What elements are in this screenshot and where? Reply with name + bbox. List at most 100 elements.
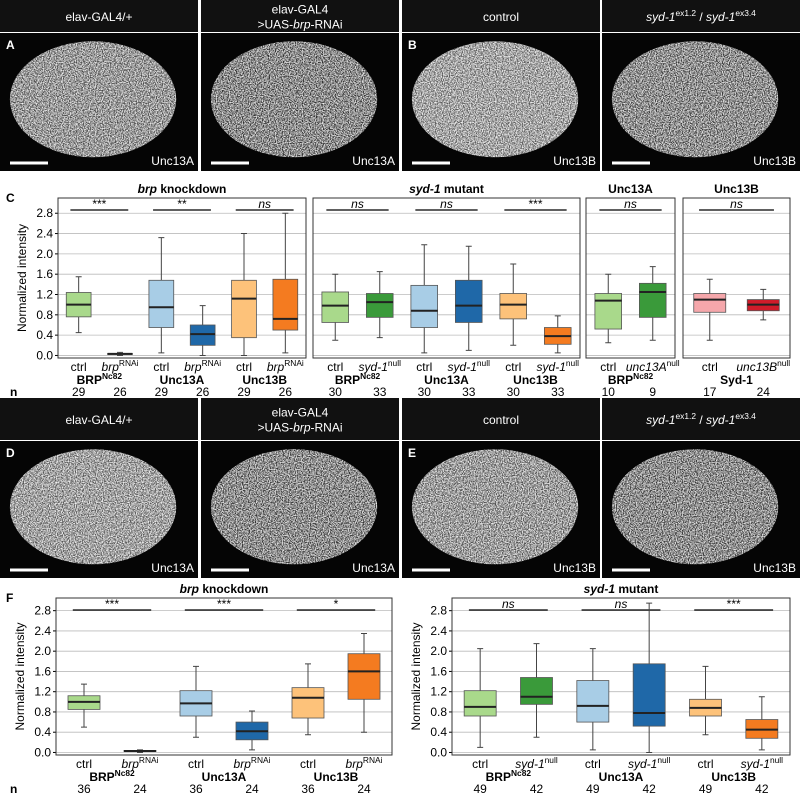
text-segment: BRP — [89, 770, 114, 784]
chart-title: syd-1 mutant — [584, 582, 659, 596]
box — [639, 282, 667, 318]
panel-letter: A — [6, 38, 15, 52]
text-segment: brp — [102, 360, 120, 374]
text-segment: Unc13B — [513, 373, 558, 387]
n-value: 49 — [699, 782, 713, 795]
text-segment: RNAi — [284, 358, 304, 368]
text-segment: Unc13A — [160, 373, 205, 387]
n-value: 36 — [189, 782, 203, 795]
significance-label: *** — [217, 597, 231, 611]
plot-frame — [682, 197, 791, 359]
text-segment: syd-1 — [537, 360, 566, 374]
x-tick-label: syd-1null — [741, 755, 784, 771]
y-tick-label: 1.6 — [34, 664, 51, 678]
stain-label: Unc13A — [352, 154, 395, 168]
n-label: n — [10, 385, 17, 399]
text-segment: ctrl — [300, 757, 316, 771]
text-segment: ctrl — [76, 757, 92, 771]
text-segment: / — [696, 413, 706, 427]
n-value: 33 — [462, 385, 476, 399]
n-value: 33 — [373, 385, 387, 399]
x-tick-label: brpRNAi — [184, 358, 221, 374]
text-segment: -RNAi — [311, 18, 343, 32]
chart-title: Unc13A — [608, 182, 653, 196]
tissue — [611, 449, 779, 565]
box — [576, 680, 610, 723]
box — [272, 278, 299, 331]
n-value: 49 — [473, 782, 487, 795]
text-segment: Unc13B — [242, 373, 287, 387]
group-label: Unc13B — [242, 373, 287, 387]
significance-label: ns — [615, 597, 628, 611]
box — [463, 690, 497, 717]
group-label: BRPNc82 — [608, 371, 654, 387]
x-tick-label: unc13Bnull — [736, 358, 790, 374]
x-tick-label: ctrl — [71, 360, 87, 374]
x-tick-label: brpRNAi — [234, 755, 271, 771]
text-segment: ctrl — [327, 360, 343, 374]
y-tick-label: 0.0 — [430, 745, 447, 759]
header-bar — [201, 0, 399, 32]
text-segment: ctrl — [600, 360, 616, 374]
significance-label: *** — [92, 197, 106, 211]
panel-letter: D — [6, 446, 15, 460]
tissue — [210, 449, 378, 565]
x-tick-label: unc13Anull — [626, 358, 680, 374]
text-segment: null — [777, 358, 790, 368]
y-tick-label: 0.4 — [34, 725, 51, 739]
tissue — [210, 41, 378, 158]
panel-header: elav-GAL4/+ — [65, 413, 132, 427]
y-tick-label: 1.6 — [430, 664, 447, 678]
text-segment: Unc13B — [714, 182, 759, 196]
text-segment: ctrl — [236, 360, 252, 374]
significance-label: *** — [105, 597, 119, 611]
panel-header: >UAS-brp-RNAi — [257, 421, 342, 435]
text-segment: RNAi — [202, 358, 222, 368]
text-segment: elav-GAL4 — [272, 406, 329, 420]
panel-header: elav-GAL4 — [272, 406, 329, 420]
n-value: 26 — [279, 385, 293, 399]
box — [321, 291, 349, 323]
text-segment: Unc13B — [711, 770, 756, 784]
text-segment: BRP — [77, 373, 102, 387]
y-tick-label: 2.4 — [36, 227, 53, 241]
box — [632, 663, 666, 727]
text-segment: Syd-1 — [720, 373, 753, 387]
box — [189, 324, 216, 346]
significance-label: *** — [727, 597, 741, 611]
n-value: 36 — [77, 782, 91, 795]
y-tick-label: 1.2 — [34, 685, 51, 699]
y-tick-label: 1.2 — [36, 288, 53, 302]
tissue — [611, 41, 779, 158]
n-value: 33 — [551, 385, 565, 399]
text-segment: syd-1 — [409, 182, 441, 196]
panel-letter: E — [408, 446, 416, 460]
text-segment: syd-1 — [706, 10, 735, 24]
text-segment: RNAi — [119, 358, 139, 368]
n-value: 17 — [703, 385, 717, 399]
stain-label: Unc13A — [151, 154, 194, 168]
tissue — [9, 41, 177, 158]
stain-label: Unc13A — [151, 561, 194, 575]
n-value: 10 — [602, 385, 616, 399]
text-segment: knockdown — [157, 182, 226, 196]
y-tick-label: 0.8 — [36, 308, 53, 322]
box — [347, 653, 381, 700]
box — [148, 279, 175, 328]
panel-header: syd-1ex1.2 / syd-1ex3.4 — [646, 8, 756, 24]
text-segment: Nc82 — [360, 371, 380, 381]
x-tick-label: syd-1null — [448, 358, 491, 374]
header-bar — [602, 0, 800, 32]
y-tick-label: 2.8 — [34, 604, 51, 618]
text-segment: syd-1 — [515, 757, 544, 771]
y-tick-label: 0.0 — [36, 348, 53, 362]
chart-title: brp knockdown — [180, 582, 269, 596]
group-label: Unc13A — [202, 770, 247, 784]
text-segment: Unc13A — [599, 770, 644, 784]
text-segment: brp — [293, 421, 311, 435]
text-segment: -RNAi — [311, 421, 343, 435]
x-tick-label: syd-1null — [359, 358, 402, 374]
group-label: Unc13A — [424, 373, 469, 387]
x-tick-label: ctrl — [188, 757, 204, 771]
